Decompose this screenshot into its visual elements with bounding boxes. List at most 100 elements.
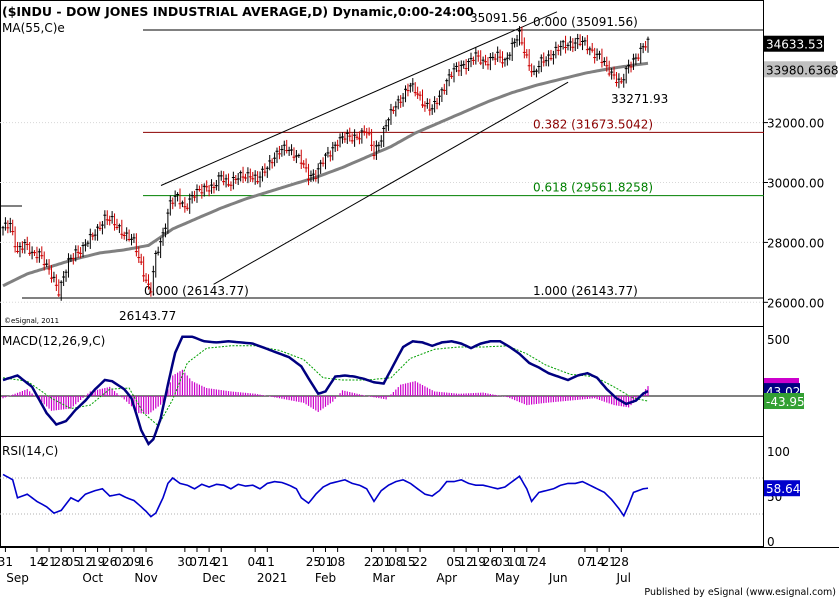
- price-bar: [185, 203, 189, 211]
- price-bar: [115, 218, 119, 230]
- price-bar: [214, 179, 218, 191]
- price-bar: [57, 279, 61, 297]
- day-tick-label: 12: [458, 555, 473, 569]
- price-bar: [379, 135, 383, 148]
- price-bar: [263, 163, 267, 177]
- price-bar: [467, 58, 471, 71]
- price-bar: [108, 215, 112, 226]
- annotation-low: 26143.77: [119, 309, 176, 323]
- price-bar: [503, 57, 507, 67]
- price-bar: [25, 236, 29, 251]
- price-bar: [217, 172, 221, 192]
- price-bar: [54, 274, 58, 292]
- price-bar: [166, 208, 170, 234]
- price-bar: [469, 52, 473, 68]
- day-tick-label: 30: [177, 555, 192, 569]
- price-bar: [93, 229, 97, 241]
- day-tick-label: 01: [376, 555, 391, 569]
- price-bar: [372, 140, 376, 160]
- month-tick-label: Mar: [372, 571, 395, 585]
- price-bar: [171, 197, 175, 210]
- price-bar: [103, 210, 107, 229]
- price-bar: [168, 195, 172, 216]
- price-bar: [396, 95, 400, 110]
- price-bar: [311, 169, 315, 182]
- price-bar: [588, 46, 592, 56]
- price-bar: [265, 166, 269, 178]
- day-tick-label: 07: [577, 555, 592, 569]
- day-tick-label: 14: [29, 555, 44, 569]
- price-bar: [556, 44, 560, 56]
- price-bar: [159, 237, 163, 259]
- price-bar: [445, 78, 449, 95]
- price-bar: [256, 171, 260, 185]
- price-bar: [547, 50, 551, 67]
- price-bar: [564, 35, 568, 54]
- day-tick-label: 08: [388, 555, 403, 569]
- price-bar: [382, 126, 386, 147]
- price-bar: [527, 49, 531, 71]
- price-bar: [331, 141, 335, 161]
- day-tick-label: 25: [306, 555, 321, 569]
- rsi-layer: [2, 473, 649, 518]
- price-bar: [515, 34, 519, 47]
- price-bar: [365, 127, 369, 139]
- month-tick-label: Apr: [436, 571, 457, 585]
- price-bar: [607, 60, 611, 77]
- price-bar: [394, 101, 398, 117]
- price-bar: [178, 188, 182, 209]
- price-bar: [399, 95, 403, 108]
- price-bar: [110, 211, 114, 224]
- price-bar: [360, 128, 364, 144]
- month-tick-label: Oct: [82, 571, 103, 585]
- price-bar: [243, 173, 247, 182]
- price-bar: [239, 170, 243, 182]
- price-bar: [324, 152, 327, 170]
- price-bar: [113, 213, 117, 231]
- price-bar: [387, 117, 391, 131]
- macd-y-tick-label: 500: [767, 333, 790, 347]
- price-bar: [280, 144, 284, 157]
- day-tick-label: 28: [54, 555, 69, 569]
- price-bar: [544, 56, 548, 67]
- price-bar: [202, 183, 206, 197]
- price-bar: [49, 265, 53, 283]
- day-tick-label: 05: [446, 555, 461, 569]
- price-bar: [156, 246, 160, 256]
- ma55-layer: [2, 61, 649, 288]
- price-bar: [479, 50, 483, 66]
- price-bar: [348, 127, 352, 142]
- price-bar: [248, 168, 252, 182]
- price-bar: [362, 125, 366, 136]
- price-bar: [510, 37, 514, 61]
- macd-panel-title: MACD(12,26,9,C): [2, 334, 105, 348]
- price-bar: [197, 185, 201, 192]
- annotation-layer: 35091.56 33271.93 26143.77 ©eSignal, 2011: [4, 11, 668, 325]
- price-bar: [428, 98, 432, 116]
- price-bar: [132, 233, 136, 244]
- annotation-pullback-low: 33271.93: [611, 92, 668, 106]
- price-bar: [389, 103, 393, 125]
- rsi-value-badge: 58.64: [766, 482, 800, 496]
- price-bar: [610, 68, 614, 80]
- price-bar: [282, 140, 286, 156]
- day-tick-label: 14: [589, 555, 604, 569]
- day-tick-label: 03: [495, 555, 510, 569]
- price-bar: [605, 56, 609, 72]
- macd-signal-line: [2, 345, 649, 427]
- price-bar: [212, 182, 216, 194]
- price-bar: [537, 60, 541, 74]
- price-bar: [297, 153, 301, 158]
- price-bar: [578, 34, 582, 47]
- annotation-high: 35091.56: [470, 11, 527, 25]
- y-axis-layer: 26000.0028000.0030000.0032000.0050005010…: [764, 117, 824, 549]
- price-bar: [462, 60, 466, 69]
- price-bar: [321, 157, 325, 167]
- price-bar: [532, 65, 536, 76]
- price-bar: [602, 57, 606, 66]
- price-bar: [205, 180, 209, 192]
- price-bar: [418, 91, 422, 101]
- price-bar: [433, 96, 437, 113]
- price-bar: [566, 42, 570, 51]
- price-bar: [508, 52, 512, 61]
